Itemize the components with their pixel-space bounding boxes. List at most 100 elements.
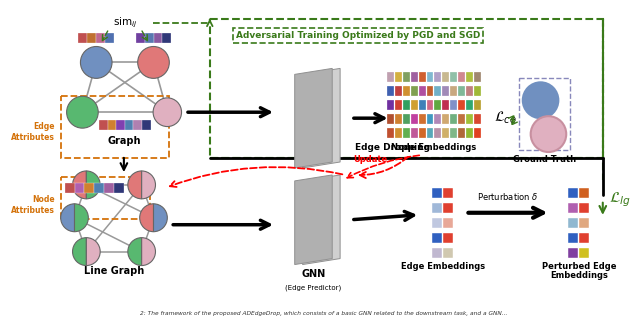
Bar xyxy=(474,128,481,138)
Bar xyxy=(387,114,394,124)
Bar xyxy=(435,72,442,82)
Bar xyxy=(426,86,433,96)
Bar xyxy=(116,120,125,130)
Bar xyxy=(466,72,473,82)
Bar xyxy=(432,233,442,243)
Text: Embeddings: Embeddings xyxy=(550,271,608,281)
Bar xyxy=(411,72,418,82)
Text: Perturbed Edge: Perturbed Edge xyxy=(542,261,616,270)
Bar xyxy=(419,86,426,96)
Bar xyxy=(87,33,96,43)
Circle shape xyxy=(67,96,98,128)
Bar xyxy=(387,86,394,96)
Bar xyxy=(435,100,442,110)
Bar xyxy=(450,114,457,124)
Bar xyxy=(443,233,452,243)
Bar xyxy=(84,183,94,193)
Bar xyxy=(74,183,84,193)
Text: Edge Embeddings: Edge Embeddings xyxy=(401,261,485,270)
Bar xyxy=(163,33,172,43)
Bar xyxy=(395,114,402,124)
FancyArrowPatch shape xyxy=(188,108,269,117)
Wedge shape xyxy=(128,238,141,266)
Bar xyxy=(442,86,449,96)
FancyArrowPatch shape xyxy=(173,220,269,229)
Bar xyxy=(104,183,114,193)
Bar xyxy=(403,100,410,110)
Bar xyxy=(442,72,449,82)
Wedge shape xyxy=(86,238,100,266)
Bar xyxy=(579,233,589,243)
Text: 2: 2 xyxy=(545,129,552,139)
Polygon shape xyxy=(303,175,340,265)
FancyArrowPatch shape xyxy=(468,208,543,218)
Bar xyxy=(568,248,578,258)
Wedge shape xyxy=(86,171,100,199)
Bar xyxy=(458,114,465,124)
Bar xyxy=(450,100,457,110)
Text: $\mathrm{sim}_{ij}$: $\mathrm{sim}_{ij}$ xyxy=(113,15,137,30)
Bar xyxy=(426,114,433,124)
Bar xyxy=(568,188,578,198)
Text: Graph: Graph xyxy=(107,136,141,146)
Circle shape xyxy=(81,46,112,78)
FancyArrowPatch shape xyxy=(360,157,408,178)
Bar xyxy=(403,72,410,82)
Circle shape xyxy=(153,98,182,126)
FancyArrowPatch shape xyxy=(170,167,342,187)
Bar xyxy=(435,114,442,124)
Polygon shape xyxy=(294,175,332,265)
Bar xyxy=(114,183,124,193)
Text: GNN: GNN xyxy=(301,182,326,192)
Bar xyxy=(458,100,465,110)
Circle shape xyxy=(531,116,566,152)
Bar xyxy=(474,114,481,124)
FancyArrowPatch shape xyxy=(600,203,606,213)
Bar xyxy=(474,100,481,110)
Bar xyxy=(403,86,410,96)
Bar xyxy=(443,248,452,258)
Bar xyxy=(411,128,418,138)
Circle shape xyxy=(138,46,170,78)
Text: Update: Update xyxy=(354,155,388,164)
Bar xyxy=(443,203,452,213)
FancyArrowPatch shape xyxy=(354,212,413,220)
Bar xyxy=(395,128,402,138)
Bar xyxy=(458,72,465,82)
Bar xyxy=(474,72,481,82)
Bar xyxy=(96,33,105,43)
Bar xyxy=(466,128,473,138)
Bar xyxy=(466,100,473,110)
Text: Adversarial Training Optimized by PGD and SGD: Adversarial Training Optimized by PGD an… xyxy=(236,31,480,40)
Text: (Edge Predictor): (Edge Predictor) xyxy=(285,284,342,291)
Text: 1: 1 xyxy=(537,95,544,105)
Bar xyxy=(61,96,170,158)
Bar xyxy=(442,114,449,124)
Bar xyxy=(99,120,108,130)
FancyArrowPatch shape xyxy=(102,31,108,41)
Bar xyxy=(154,33,163,43)
Bar xyxy=(395,100,402,110)
Bar xyxy=(443,188,452,198)
FancyArrowPatch shape xyxy=(120,158,127,170)
Bar xyxy=(387,100,394,110)
Bar xyxy=(432,218,442,228)
Bar xyxy=(579,218,589,228)
Bar xyxy=(474,86,481,96)
Bar xyxy=(395,72,402,82)
Bar xyxy=(61,177,150,219)
Bar xyxy=(458,86,465,96)
Bar xyxy=(419,128,426,138)
Bar xyxy=(442,128,449,138)
Bar xyxy=(65,183,74,193)
Bar xyxy=(79,33,87,43)
Polygon shape xyxy=(303,68,340,168)
Bar xyxy=(432,248,442,258)
Bar xyxy=(568,233,578,243)
Text: Edge
Attributes: Edge Attributes xyxy=(11,123,55,142)
Bar xyxy=(450,128,457,138)
Text: GNN: GNN xyxy=(301,269,326,279)
Wedge shape xyxy=(128,171,141,199)
Bar xyxy=(519,78,570,150)
Bar xyxy=(108,120,116,130)
